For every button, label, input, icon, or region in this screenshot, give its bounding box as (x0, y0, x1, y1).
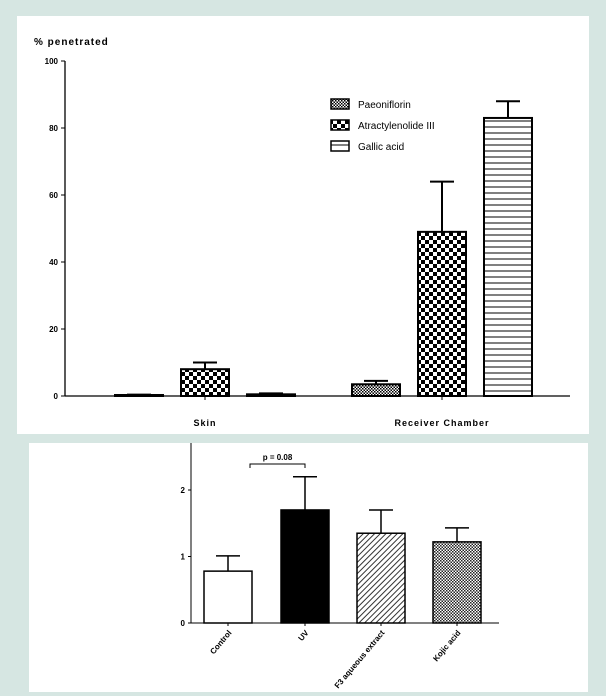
chart-panel-melanin: 0 1 2 Control UV F3 aqueous extract Kojic acid… (29, 443, 588, 692)
y-axis-label: % penetrated (34, 37, 109, 48)
y-tick-label: 40 (49, 258, 58, 267)
x-category-label: Receiver Chamber (394, 418, 489, 428)
y-tick-label: 80 (49, 124, 58, 133)
significance-bracket (249, 463, 306, 468)
bar (351, 383, 401, 397)
legend-swatch (330, 119, 350, 131)
bar (356, 532, 406, 624)
bar (483, 116, 533, 397)
legend-label: Atractylenolide III (358, 121, 435, 132)
chart-panel-penetration: % penetrated 0 20 40 60 80 100 Skin Receiver Ch… (17, 16, 589, 434)
y-tick-label: 1 (181, 553, 186, 562)
y-tick-label: 60 (49, 191, 58, 200)
y-tick-label: 0 (181, 619, 186, 628)
legend-swatch (330, 140, 350, 152)
bar (280, 509, 330, 624)
y-tick-label: 20 (49, 325, 58, 334)
bar (432, 541, 482, 624)
bar (203, 570, 253, 624)
legend-swatch (330, 98, 350, 110)
significance-label: p = 0.08 (263, 453, 293, 462)
y-tick-label: 0 (54, 392, 59, 401)
legend-label: Gallic acid (358, 142, 404, 153)
x-category-label: Control (208, 629, 233, 657)
legend-label: Paeoniflorin (358, 100, 411, 111)
penetration-chart: % penetrated 0 20 40 60 80 100 Skin Receiver Ch… (34, 37, 570, 428)
x-category-label: UV (296, 628, 310, 643)
bar (180, 368, 230, 398)
y-tick-label: 2 (181, 486, 186, 495)
melanin-chart: 0 1 2 Control UV F3 aqueous extract Kojic acid… (181, 443, 499, 690)
bar (417, 230, 467, 397)
bar (246, 393, 296, 398)
x-category-label: Skin (193, 418, 216, 428)
x-category-label: Kojic acid (431, 628, 462, 663)
x-category-label: F3 aqueous extract (333, 628, 387, 690)
y-tick-label: 100 (45, 57, 59, 66)
